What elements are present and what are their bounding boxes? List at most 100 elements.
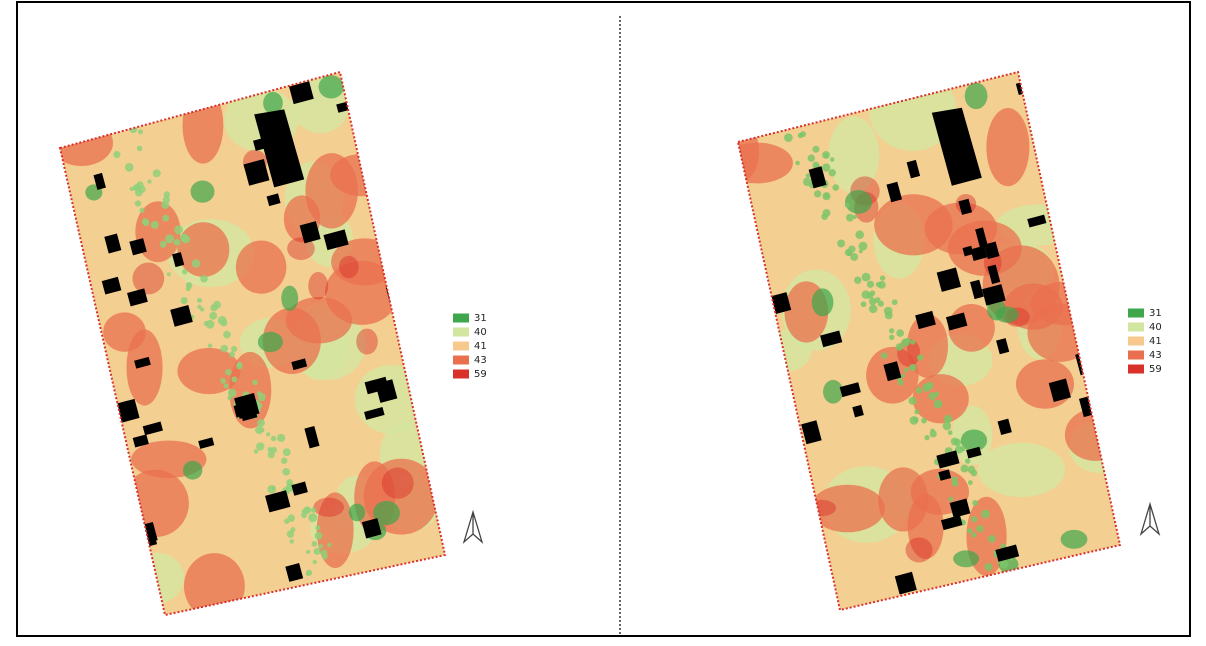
tree — [861, 301, 867, 307]
tree — [308, 513, 317, 522]
tree — [878, 301, 884, 307]
page: {"panels": [ {"legend": [ {"label": "31"… — [0, 0, 1206, 646]
tree — [855, 230, 864, 239]
tree — [301, 509, 306, 514]
tree — [186, 283, 191, 288]
tree — [165, 234, 174, 243]
tree — [252, 380, 257, 385]
tree — [209, 312, 217, 320]
tree — [139, 208, 144, 213]
heat-zone — [258, 332, 283, 352]
tree — [322, 554, 327, 559]
tree — [822, 163, 830, 171]
tree — [284, 518, 290, 524]
tree — [901, 373, 905, 377]
tree — [909, 397, 917, 405]
tree — [318, 544, 323, 549]
legend-swatch — [453, 356, 469, 365]
tree — [971, 516, 977, 522]
tree — [306, 550, 310, 554]
tree — [231, 376, 237, 382]
tree — [182, 269, 187, 274]
tree — [867, 281, 874, 288]
tree — [812, 146, 819, 153]
tree — [200, 275, 208, 283]
tree — [167, 272, 171, 276]
legend-label: 31 — [474, 313, 487, 324]
heat-zone — [305, 153, 357, 228]
legend-swatch — [453, 328, 469, 337]
tree — [224, 383, 229, 388]
tree — [220, 378, 226, 384]
tree — [283, 448, 291, 456]
tree — [884, 307, 893, 316]
tree — [266, 432, 270, 436]
tree — [988, 535, 996, 543]
tree — [881, 352, 888, 359]
tree — [948, 497, 953, 502]
tree — [913, 417, 918, 422]
tree — [277, 434, 285, 442]
tree — [869, 305, 878, 314]
tree — [976, 525, 983, 532]
tree — [138, 129, 143, 134]
tree — [904, 368, 909, 373]
tree — [968, 466, 976, 474]
tree — [137, 146, 143, 152]
tree — [917, 354, 923, 360]
tree — [967, 528, 972, 533]
tree — [237, 362, 242, 367]
tree — [174, 225, 183, 234]
legend-swatch — [1128, 337, 1144, 346]
tree — [208, 343, 212, 347]
tree — [806, 173, 811, 178]
tree — [943, 422, 952, 431]
tree — [934, 400, 943, 409]
tree — [223, 331, 231, 339]
tree — [972, 500, 978, 506]
heat-zone — [965, 83, 988, 109]
tree — [896, 329, 904, 337]
tree — [289, 539, 294, 544]
tree — [200, 307, 204, 311]
heat-zone — [823, 380, 843, 404]
tree — [830, 157, 834, 161]
tree — [823, 209, 831, 217]
tree — [259, 427, 264, 432]
tree — [271, 486, 275, 490]
tree — [162, 215, 169, 222]
tree — [142, 218, 149, 225]
heat-zone — [812, 288, 834, 316]
tree — [153, 169, 161, 177]
tree — [192, 259, 200, 267]
heat-zone — [978, 443, 1065, 497]
tree — [282, 468, 290, 476]
tree — [306, 571, 311, 576]
tree — [889, 328, 894, 333]
tree — [113, 151, 120, 158]
tree — [862, 290, 870, 298]
legend-swatch — [453, 342, 469, 351]
legend-swatch — [1128, 351, 1144, 360]
heat-zone — [281, 286, 298, 311]
heat-zone — [382, 468, 414, 499]
heat-zone — [319, 75, 344, 98]
legend-swatch — [453, 314, 469, 323]
tree — [870, 290, 876, 296]
tree — [837, 239, 845, 247]
tree — [845, 203, 850, 208]
tree — [808, 154, 816, 162]
tree — [135, 200, 141, 206]
tree — [926, 382, 934, 390]
heat-zone — [349, 504, 365, 522]
heat-zone — [1061, 530, 1088, 549]
tree — [948, 430, 953, 435]
tree — [910, 340, 915, 345]
tree — [281, 457, 287, 463]
tree — [878, 281, 886, 289]
tree — [853, 215, 857, 219]
tree — [315, 525, 320, 530]
tree — [859, 242, 868, 251]
tree — [889, 335, 894, 340]
tree — [204, 321, 209, 326]
